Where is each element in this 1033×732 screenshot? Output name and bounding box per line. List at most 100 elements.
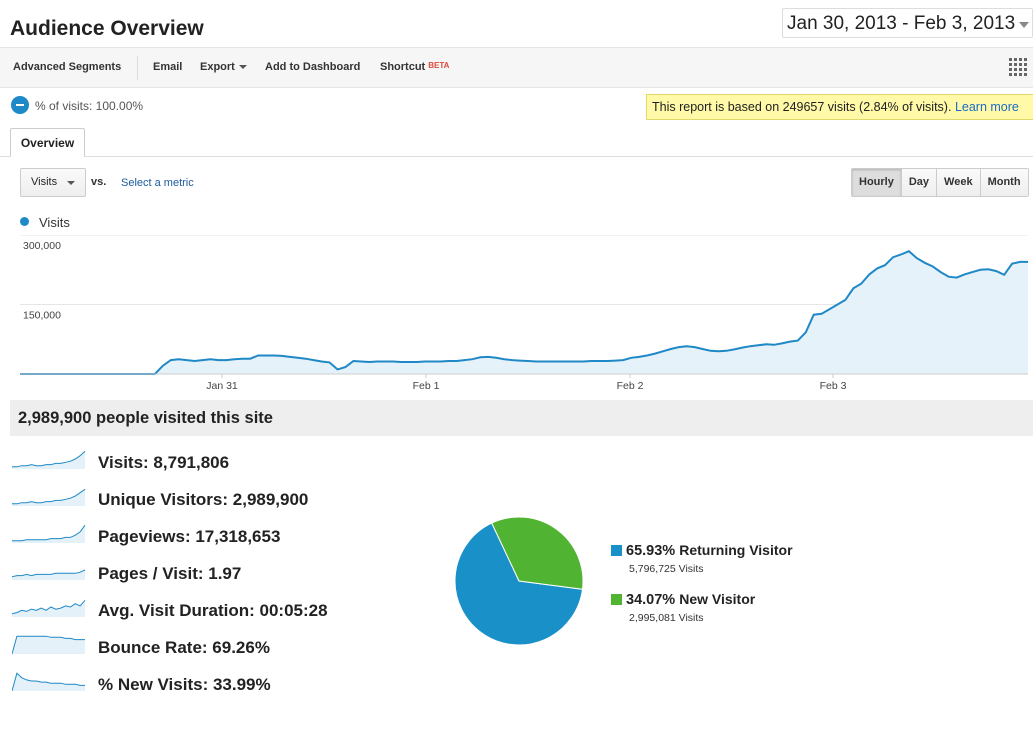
grid-dot <box>1009 68 1012 71</box>
sparkline-area <box>12 525 85 543</box>
grid-dot <box>1009 63 1012 66</box>
sparkline-line <box>12 672 85 692</box>
learn-more-link[interactable]: Learn more <box>954 100 1019 114</box>
metric-label: Visits: 8,791,806 <box>98 453 230 472</box>
grid-dot <box>1024 63 1027 66</box>
email-button[interactable]: Email <box>153 61 183 73</box>
returning-visitor-legend: 65.93% Returning Visitor <box>626 542 793 559</box>
y-tick-label: 300,000 <box>23 240 61 252</box>
x-tick-label: Feb 2 <box>617 380 644 392</box>
x-tick-label: Feb 3 <box>820 380 847 392</box>
sparkline-line <box>12 488 86 505</box>
shortcut-button[interactable]: Shortcut BETA <box>380 61 449 73</box>
page-title: Audience Overview <box>10 17 204 40</box>
select-metric-link[interactable]: Select a metric <box>121 177 194 189</box>
sparkline-area <box>12 600 85 617</box>
export-button[interactable]: Export <box>200 61 247 73</box>
shortcut-label: Shortcut <box>380 61 426 73</box>
sparkline-line <box>12 599 86 615</box>
sampling-notice: This report is based on 249657 visits (2… <box>646 94 1033 120</box>
grid-dot <box>1019 68 1022 71</box>
grid-dot <box>1024 68 1027 71</box>
returning-name: Returning Visitor <box>679 542 793 558</box>
tab-divider <box>0 156 1033 157</box>
add-to-dashboard-button[interactable]: Add to Dashboard <box>265 61 361 73</box>
metric-label: Unique Visitors: 2,989,900 <box>98 490 309 509</box>
sparkline-line <box>12 569 86 578</box>
vs-label: vs. <box>91 176 107 188</box>
metric-sparkline[interactable] <box>12 522 86 544</box>
period-week-button[interactable]: Week <box>936 169 980 196</box>
grid-dot <box>1014 58 1017 61</box>
caret-down-icon <box>238 65 247 70</box>
returning-percent: 65.93% <box>626 543 676 559</box>
new-visitor-legend: 34.07% New Visitor <box>626 591 755 608</box>
period-toggle-group: Hourly Day Week Month <box>851 168 1029 197</box>
export-label: Export <box>200 61 235 73</box>
period-hourly-button[interactable]: Hourly <box>852 169 901 196</box>
sparkline-line <box>12 450 86 468</box>
sparkline-area <box>12 636 85 654</box>
grid-dot <box>1019 73 1022 76</box>
new-percent: 34.07% <box>626 592 676 608</box>
grid-dot <box>1019 63 1022 66</box>
sampling-notice-text: This report is based on 249657 visits (2… <box>652 100 952 114</box>
metric-sparkline[interactable] <box>12 485 86 507</box>
grid-dot <box>1024 58 1027 61</box>
advanced-segments-button[interactable]: Advanced Segments <box>13 61 122 73</box>
tab-overview[interactable]: Overview <box>10 128 85 157</box>
date-range-label: Jan 30, 2013 - Feb 3, 2013 <box>787 13 1016 34</box>
grid-dot <box>1009 58 1012 61</box>
sparkline-area <box>12 489 85 506</box>
sparkline-line <box>12 635 85 655</box>
legend-label: Visits <box>39 215 70 230</box>
visits-series-line <box>20 250 1028 375</box>
summary-bar <box>10 400 1033 436</box>
chevron-down-icon[interactable] <box>1019 22 1029 28</box>
metric-label: Avg. Visit Duration: 00:05:28 <box>98 601 328 620</box>
report-toolbar: Advanced Segments Email Export Add to Da… <box>0 47 1033 88</box>
grid-dot <box>1014 63 1017 66</box>
x-tick-label: Feb 1 <box>413 380 440 392</box>
metric-label: Pageviews: 17,318,653 <box>98 527 281 546</box>
period-month-button[interactable]: Month <box>979 169 1028 196</box>
metric-sparkline[interactable] <box>12 633 86 655</box>
period-day-button[interactable]: Day <box>900 169 937 196</box>
visits-area <box>20 251 1028 374</box>
summary-headline: 2,989,900 people visited this site <box>18 409 273 427</box>
grid-dot <box>1019 58 1022 61</box>
grid-view-icon[interactable] <box>1009 58 1027 76</box>
metric-dropdown-label: Visits <box>31 176 58 188</box>
metric-sparkline[interactable] <box>12 670 86 692</box>
sparkline-line <box>12 524 86 542</box>
metric-label: % New Visits: 33.99% <box>98 675 271 694</box>
new-legend-swatch <box>611 594 622 605</box>
legend-marker <box>20 217 29 226</box>
metric-label: Pages / Visit: 1.97 <box>98 564 242 583</box>
returning-legend-swatch <box>611 545 622 556</box>
grid-dot <box>1014 68 1017 71</box>
metric-sparkline[interactable] <box>12 559 86 581</box>
grid-dot <box>1014 73 1017 76</box>
metric-label: Bounce Rate: 69.26% <box>98 638 270 657</box>
metric-dropdown[interactable]: Visits <box>20 168 86 197</box>
sparkline-area <box>12 570 85 580</box>
pie-slice-new-visitor <box>491 516 584 590</box>
y-tick-label: 150,000 <box>23 310 61 322</box>
segment-icon[interactable] <box>11 96 29 114</box>
beta-badge: BETA <box>428 61 450 70</box>
date-range-picker[interactable]: Jan 30, 2013 - Feb 3, 2013 <box>782 8 1033 38</box>
grid-dot <box>1009 73 1012 76</box>
caret-down-icon <box>67 181 75 185</box>
segment-label: % of visits: 100.00% <box>35 99 144 113</box>
pie-slice-returning-visitor <box>454 522 584 646</box>
returning-visits: 5,796,725 Visits <box>629 563 704 575</box>
visitor-type-pie-chart[interactable] <box>452 514 586 648</box>
sparkline-area <box>12 451 85 469</box>
toolbar-divider <box>137 56 138 80</box>
visits-line-chart[interactable]: 300,000 150,000 Jan 31 Feb 1 Feb 2 Feb 3 <box>20 235 1033 395</box>
new-name: New Visitor <box>679 591 756 607</box>
metric-sparkline[interactable] <box>12 448 86 470</box>
x-tick-label: Jan 31 <box>206 380 238 392</box>
metric-sparkline[interactable] <box>12 596 86 618</box>
